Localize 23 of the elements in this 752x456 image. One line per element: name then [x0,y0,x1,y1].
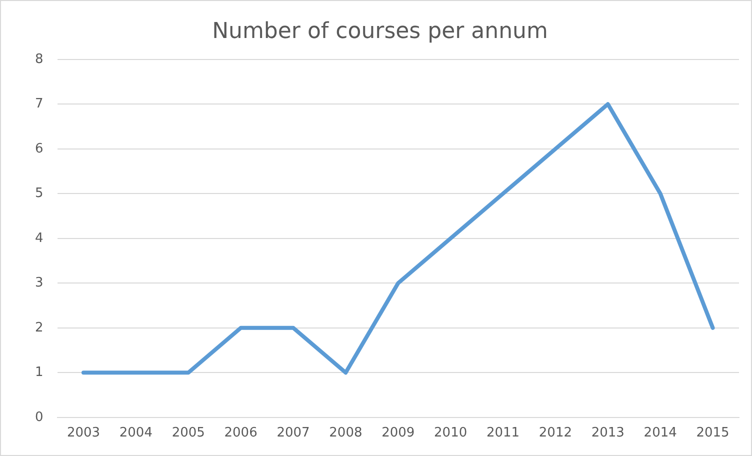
y-tick-label: 1 [34,365,44,380]
y-tick-label: 0 [34,410,44,425]
x-tick-label: 2015 [696,426,730,441]
y-tick-label: 4 [34,230,44,246]
x-tick-label: 2003 [66,426,100,441]
x-tick-label: 2007 [276,426,310,441]
y-tick-label: 3 [34,276,44,291]
x-tick-label: 2005 [172,426,205,441]
x-tick-label: 2014 [644,426,677,441]
y-tick-label: 2 [34,320,44,336]
y-tick-label: 7 [34,96,44,112]
x-tick-label: 2009 [382,426,415,441]
x-tick-label: 2012 [538,426,572,441]
x-tick-label: 2006 [224,426,258,441]
x-tick-label: 2008 [329,426,362,441]
x-tick-label: 2013 [591,426,624,441]
y-tick-label: 5 [34,186,44,202]
x-tick-label: 2010 [434,426,468,441]
x-tick-label: 2004 [119,426,152,441]
chart-title: Number of courses per annum [212,18,548,44]
y-tick-label: 8 [34,52,44,67]
x-tick-label: 2011 [486,426,520,441]
y-tick-label: 6 [34,141,44,156]
